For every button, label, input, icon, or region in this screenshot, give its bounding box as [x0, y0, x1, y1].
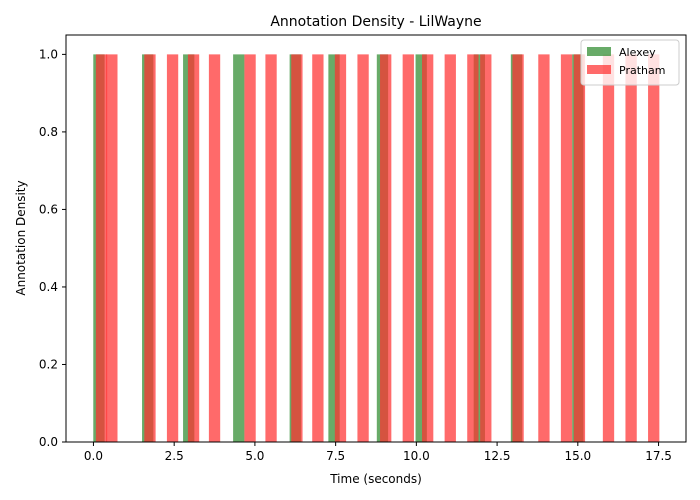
bar-alexey-7	[415, 54, 427, 442]
bar-pratham-19	[538, 54, 550, 442]
bar-pratham-3	[166, 54, 179, 442]
legend-label-pratham: Pratham	[619, 64, 665, 77]
x-axis: 0.0 2.5 5.0 7.5 10.0 12.5 15.0 17.5	[84, 442, 672, 463]
x-tick-label: 0.0	[84, 449, 103, 463]
bar-pratham-17	[480, 54, 492, 442]
bar-pratham-18	[512, 54, 524, 442]
x-tick-label: 12.5	[484, 449, 511, 463]
bar-pratham-7	[265, 54, 277, 442]
legend: Alexey Pratham	[580, 39, 680, 86]
y-tick-label: 0.0	[39, 435, 58, 449]
bar-pratham-14	[422, 54, 434, 442]
bar-pratham-20	[560, 54, 573, 442]
bar-pratham-8	[291, 54, 303, 442]
legend-label-alexey: Alexey	[619, 46, 656, 59]
legend-swatch-alexey	[587, 47, 611, 56]
plot-frame	[65, 34, 687, 443]
bar-pratham-2	[144, 54, 156, 442]
bar-pratham-24	[648, 54, 660, 442]
bar-alexey-3	[233, 54, 245, 442]
x-tick-label: 17.5	[645, 449, 672, 463]
x-tick-label: 10.0	[403, 449, 430, 463]
bar-pratham-5	[208, 54, 221, 442]
x-axis-label: Time (seconds)	[329, 472, 422, 486]
bar-pratham-9	[312, 54, 324, 442]
bars-layer	[93, 54, 660, 442]
y-axis: 0.0 0.2 0.4 0.6 0.8 1.0	[39, 47, 66, 449]
bar-pratham-10	[334, 54, 347, 442]
bar-pratham-4	[187, 54, 200, 442]
bar-pratham-11	[357, 54, 369, 442]
bar-alexey-5	[328, 54, 340, 442]
bar-pratham-16	[467, 54, 479, 442]
y-axis-label: Annotation Density	[14, 180, 28, 295]
bar-pratham-6	[244, 54, 256, 442]
x-tick-label: 7.5	[326, 449, 345, 463]
bar-pratham-0	[95, 54, 108, 442]
y-tick-label: 0.2	[39, 357, 58, 371]
bar-pratham-15	[444, 54, 456, 442]
y-tick-label: 0.6	[39, 202, 58, 216]
bar-pratham-12	[380, 54, 392, 442]
y-tick-label: 1.0	[39, 47, 58, 61]
bar-pratham-22	[602, 54, 615, 442]
chart-title: Annotation Density - LilWayne	[270, 14, 481, 30]
x-tick-label: 15.0	[564, 449, 591, 463]
x-tick-label: 5.0	[245, 449, 264, 463]
legend-swatch-pratham	[587, 65, 611, 74]
y-tick-label: 0.8	[39, 125, 58, 139]
bar-pratham-21	[573, 54, 586, 442]
bar-pratham-1	[106, 54, 118, 442]
bar-alexey-8	[473, 54, 485, 442]
y-tick-label: 0.4	[39, 280, 58, 294]
bar-pratham-23	[625, 54, 637, 442]
bar-pratham-13	[402, 54, 414, 442]
x-tick-label: 2.5	[165, 449, 184, 463]
